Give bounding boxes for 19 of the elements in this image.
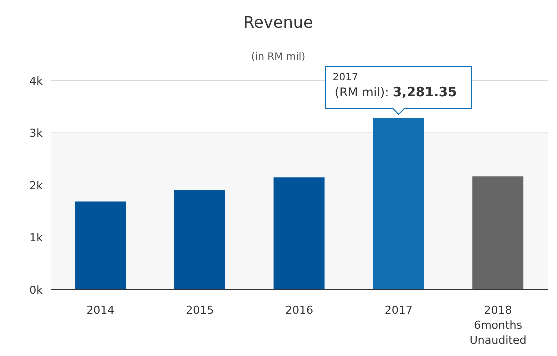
bar xyxy=(274,178,325,290)
y-tick-label: 4k xyxy=(30,74,44,88)
y-tick-label: 2k xyxy=(30,179,44,192)
x-tick-label: 2017 xyxy=(384,304,413,317)
x-tick-label: 2016 xyxy=(286,304,314,317)
annotation: 2017 (RM mil): 3,281.35 xyxy=(332,72,458,101)
y-tick-label: 3k xyxy=(30,127,44,140)
bar xyxy=(174,190,226,290)
x-tick-label: 2018 6months Unaudited xyxy=(470,304,527,347)
x-tick-label: 2014 xyxy=(86,304,115,317)
bar xyxy=(75,202,126,290)
tooltip-callout: 2017 (RM mil): 3,281.35 xyxy=(325,66,472,116)
bar xyxy=(373,118,424,290)
y-tick-label: 1k xyxy=(30,232,44,245)
bar xyxy=(472,176,524,290)
chart-title: Revenue xyxy=(242,13,314,32)
chart-subtitle: (in RM mil) xyxy=(250,52,307,63)
y-tick-label: 0k xyxy=(30,284,44,297)
x-tick-label: 2015 xyxy=(186,304,214,317)
